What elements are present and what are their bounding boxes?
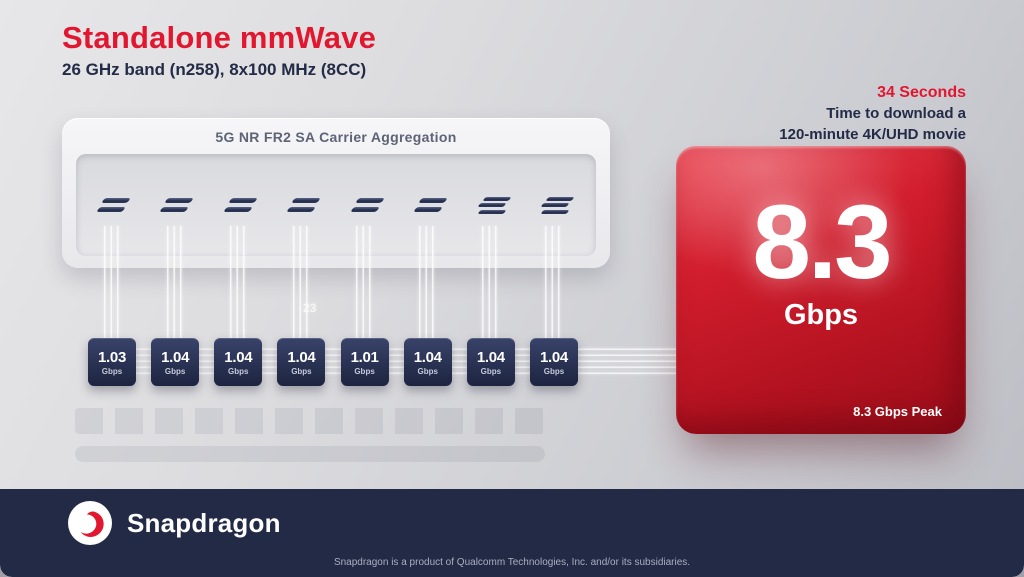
signal-lines-vertical xyxy=(167,226,183,342)
signal-lines-vertical xyxy=(104,226,120,342)
signal-lines-vertical xyxy=(545,226,561,342)
antenna-icon xyxy=(349,194,385,216)
antenna-bar xyxy=(96,207,126,212)
watermark-bar xyxy=(75,446,545,462)
page-subtitle: 26 GHz band (n258), 8x100 MHz (8CC) xyxy=(62,60,367,79)
signal-lines-vertical xyxy=(482,226,498,342)
carrier-unit: Gbps xyxy=(354,366,375,376)
carrier-unit: Gbps xyxy=(228,366,249,376)
antenna-icon xyxy=(286,194,322,216)
throughput-cube: 8.3 Gbps 8.3 Gbps Peak xyxy=(676,146,966,434)
antenna-bar xyxy=(476,209,507,214)
brand-block: Snapdragon xyxy=(68,501,281,545)
footer-bar: Snapdragon Snapdragon is a product of Qu… xyxy=(0,489,1024,577)
carrier-unit: Gbps xyxy=(543,366,565,376)
carrier-chips-row: 1.03 Gbps 1.04 Gbps 1.04 Gbps 1.04 Gbps … xyxy=(88,338,578,386)
antenna-bar xyxy=(540,209,570,214)
antenna-bar xyxy=(418,198,449,203)
antenna-bar xyxy=(476,203,507,207)
antenna-icon xyxy=(540,194,575,216)
carrier-chip: 1.04 Gbps xyxy=(529,338,578,386)
brand-wordmark: Snapdragon xyxy=(127,507,281,538)
download-time-caption-line2: 120-minute 4K/UHD movie xyxy=(779,125,966,143)
carrier-chip: 1.04 Gbps xyxy=(214,338,263,386)
carrier-value: 1.01 xyxy=(350,348,379,366)
antenna-icon xyxy=(476,194,512,216)
carrier-value: 1.04 xyxy=(413,348,442,366)
antenna-icon xyxy=(222,194,258,216)
footer-disclaimer: Snapdragon is a product of Qualcomm Tech… xyxy=(333,557,691,568)
download-time-block: 34 Seconds Time to download a 120-minute… xyxy=(779,82,966,145)
antenna-bar xyxy=(413,207,444,212)
panel-title: 5G NR FR2 SA Carrier Aggregation xyxy=(215,129,457,145)
carrier-unit: Gbps xyxy=(164,366,186,376)
carrier-value: 1.04 xyxy=(539,348,568,366)
carrier-value: 1.04 xyxy=(476,348,505,366)
throughput-unit: Gbps xyxy=(783,299,859,331)
carrier-value: 1.04 xyxy=(224,348,253,366)
antenna-bar xyxy=(354,198,385,203)
antenna-bar xyxy=(291,198,322,203)
peak-label: 8.3 Gbps Peak xyxy=(853,404,942,419)
carrier-chip: 1.04 Gbps xyxy=(277,338,326,386)
signal-lines-vertical xyxy=(356,226,372,342)
antenna-bar xyxy=(159,207,190,212)
page-title: Standalone mmWave xyxy=(62,20,377,55)
antenna-bar xyxy=(164,198,195,203)
throughput-value: 8.3 xyxy=(752,184,893,301)
antenna-icon xyxy=(413,194,449,216)
carrier-value: 1.03 xyxy=(98,348,126,366)
antenna-bar xyxy=(222,207,253,212)
carrier-chip: 1.01 Gbps xyxy=(340,338,389,386)
carrier-chip: 1.04 Gbps xyxy=(466,338,515,386)
watermark-keys xyxy=(75,408,545,434)
carrier-aggregation-panel: 5G NR FR2 SA Carrier Aggregation xyxy=(62,118,610,268)
carrier-value: 1.04 xyxy=(287,348,316,366)
antenna-bar xyxy=(540,203,570,207)
antenna-bar xyxy=(286,207,317,212)
carrier-chip: 1.04 Gbps xyxy=(403,338,452,386)
carrier-chip: 1.03 Gbps xyxy=(88,338,136,386)
antenna-bar xyxy=(101,198,131,203)
signal-lines-vertical xyxy=(293,226,309,342)
background-laptop-watermark xyxy=(75,408,545,468)
signal-lines-vertical xyxy=(419,226,435,342)
carrier-value: 1.04 xyxy=(161,348,190,366)
antenna-bar xyxy=(227,198,258,203)
snapdragon-logo-icon xyxy=(68,501,112,545)
download-time-caption-line1: Time to download a xyxy=(826,105,966,123)
faint-digits: 23 xyxy=(303,301,317,315)
antenna-bar xyxy=(349,207,380,212)
carrier-chip: 1.04 Gbps xyxy=(151,338,200,386)
carrier-unit: Gbps xyxy=(101,366,123,376)
carrier-unit: Gbps xyxy=(417,366,438,376)
antenna-bar xyxy=(545,196,575,201)
signal-lines-vertical xyxy=(230,226,246,342)
antenna-icon xyxy=(159,194,195,216)
carrier-unit: Gbps xyxy=(291,366,312,376)
download-time-value: 34 Seconds xyxy=(877,84,966,101)
panel-inner xyxy=(76,154,596,256)
carrier-unit: Gbps xyxy=(480,366,502,376)
antenna-icon xyxy=(96,194,131,216)
antenna-bar xyxy=(481,196,512,201)
